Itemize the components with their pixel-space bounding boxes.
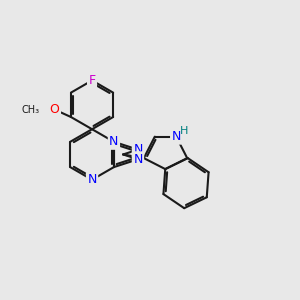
Text: N: N [109,135,119,148]
Text: N: N [133,153,142,166]
Text: N: N [87,173,97,186]
Text: N: N [172,130,181,143]
Text: H: H [180,126,189,136]
Text: N: N [133,143,142,156]
Text: CH₃: CH₃ [21,105,39,115]
Text: O: O [50,103,59,116]
Text: F: F [88,74,96,87]
